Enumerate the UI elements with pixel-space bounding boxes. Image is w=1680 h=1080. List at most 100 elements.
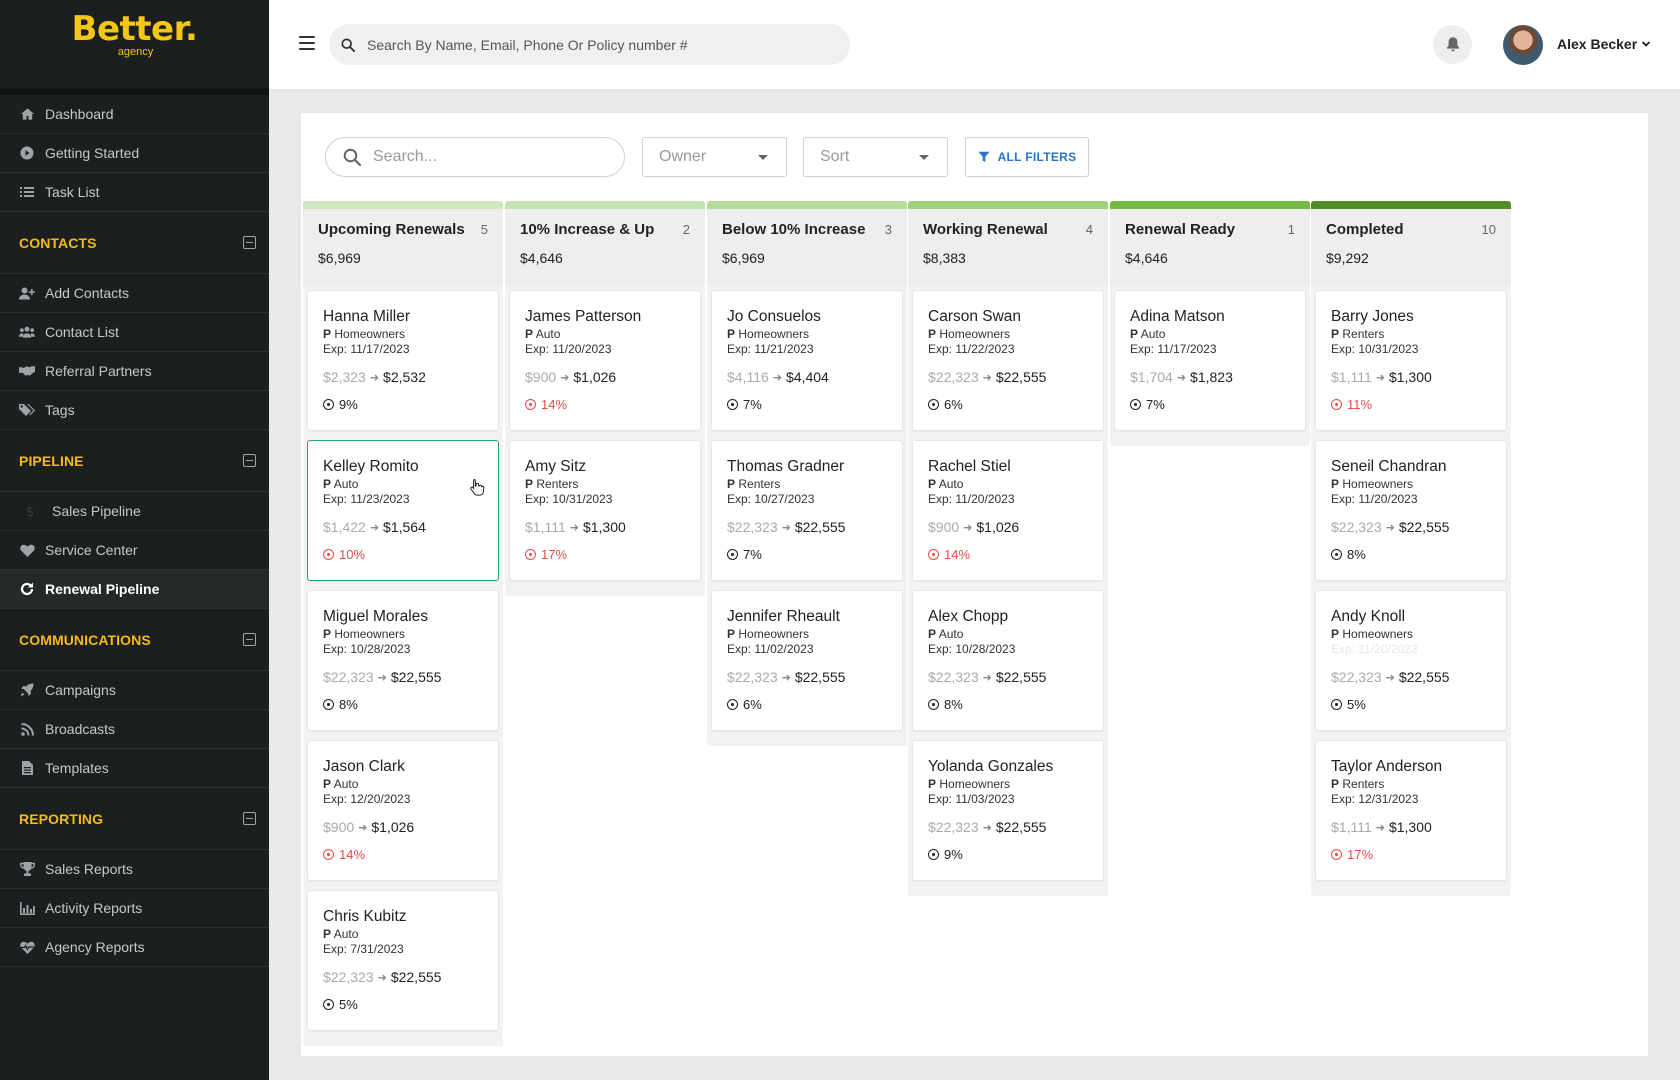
increase-percent: 8% bbox=[323, 697, 483, 712]
increase-percent-value: 17% bbox=[541, 547, 568, 562]
brand-logo[interactable]: Better. agency bbox=[0, 0, 269, 89]
sidebar-item-sales-reports[interactable]: Sales Reports bbox=[0, 850, 269, 889]
section-title: COMMUNICATIONS bbox=[19, 631, 151, 648]
column-header: Below 10% Increase 3 $6,969 bbox=[707, 209, 907, 286]
policy-prefix: P bbox=[525, 477, 534, 491]
policy-type: Homeowners bbox=[939, 777, 1011, 791]
renewal-card[interactable]: Amy Sitz P Renters Exp: 10/31/2023 $1,11… bbox=[509, 440, 701, 581]
policy-line: P Auto bbox=[323, 477, 483, 492]
renewal-card[interactable]: Thomas Gradner P Renters Exp: 10/27/2023… bbox=[711, 440, 903, 581]
sidebar-item-renewal-pipeline[interactable]: Renewal Pipeline bbox=[0, 570, 269, 609]
renewal-card[interactable]: Yolanda Gonzales P Homeowners Exp: 11/03… bbox=[912, 740, 1104, 881]
collapse-icon[interactable] bbox=[243, 633, 256, 646]
renewal-card[interactable]: Adina Matson P Auto Exp: 11/17/2023 $1,7… bbox=[1114, 290, 1306, 431]
new-premium: $1,026 bbox=[573, 369, 617, 385]
policy-line: P Renters bbox=[1331, 777, 1491, 792]
bar-chart-icon bbox=[19, 900, 35, 916]
global-search[interactable] bbox=[329, 24, 850, 65]
sidebar-item-label: Dashboard bbox=[45, 106, 114, 122]
user-menu[interactable]: Alex Becker bbox=[1557, 36, 1651, 52]
sort-dropdown[interactable]: Sort bbox=[803, 137, 948, 177]
renewal-card[interactable]: Barry Jones P Renters Exp: 10/31/2023 $1… bbox=[1315, 290, 1507, 431]
sidebar-item-getting-started[interactable]: Getting Started bbox=[0, 134, 269, 173]
menu-toggle-icon[interactable] bbox=[299, 36, 315, 50]
renewal-card[interactable]: Chris Kubitz P Auto Exp: 7/31/2023 $22,3… bbox=[307, 890, 499, 1031]
sidebar-item-templates[interactable]: Templates bbox=[0, 749, 269, 788]
premium-change: $1,422 ➜ $1,564 bbox=[323, 519, 483, 535]
premium-change: $22,323 ➜ $22,555 bbox=[1331, 519, 1491, 535]
policy-type: Homeowners bbox=[334, 327, 406, 341]
sidebar-item-label: Task List bbox=[45, 184, 100, 200]
increase-percent-value: 14% bbox=[339, 847, 366, 862]
renewal-card[interactable]: Jason Clark P Auto Exp: 12/20/2023 $900 … bbox=[307, 740, 499, 881]
all-filters-button[interactable]: ALL FILTERS bbox=[965, 137, 1089, 177]
renewal-card[interactable]: James Patterson P Auto Exp: 11/20/2023 $… bbox=[509, 290, 701, 431]
old-premium: $22,323 bbox=[323, 969, 374, 985]
collapse-icon[interactable] bbox=[243, 454, 256, 467]
renewal-card[interactable]: Alex Chopp P Auto Exp: 10/28/2023 $22,32… bbox=[912, 590, 1104, 731]
expiration-date: Exp: 10/28/2023 bbox=[323, 642, 411, 656]
hand-pointer-icon bbox=[470, 479, 485, 496]
board-toolbar: Owner Sort ALL FILTERS bbox=[325, 137, 1089, 177]
client-name: Jo Consuelos bbox=[727, 308, 821, 325]
renewal-card[interactable]: Jo Consuelos P Homeowners Exp: 11/21/202… bbox=[711, 290, 903, 431]
sidebar-item-dashboard[interactable]: Dashboard bbox=[0, 95, 269, 134]
expiration-date: Exp: 11/20/2023 bbox=[1331, 642, 1418, 656]
renewal-board: Owner Sort ALL FILTERS Upcoming Renewals… bbox=[301, 113, 1648, 1056]
expiration-date: Exp: 11/22/2023 bbox=[928, 342, 1015, 356]
sidebar-item-broadcasts[interactable]: Broadcasts bbox=[0, 710, 269, 749]
column-count: 2 bbox=[682, 222, 690, 237]
avatar[interactable] bbox=[1503, 25, 1543, 65]
column-total: $4,646 bbox=[520, 250, 563, 266]
heart-icon bbox=[19, 542, 35, 558]
arrow-right-icon: ➜ bbox=[781, 521, 791, 534]
board-search[interactable] bbox=[325, 137, 625, 177]
dot-circle-icon bbox=[525, 399, 536, 410]
dot-circle-icon bbox=[323, 849, 334, 860]
renewal-card[interactable]: Kelley Romito P Auto Exp: 11/23/2023 $1,… bbox=[307, 440, 499, 581]
premium-change: $1,111 ➜ $1,300 bbox=[1331, 819, 1491, 835]
new-premium: $1,823 bbox=[1190, 369, 1233, 385]
owner-dropdown[interactable]: Owner bbox=[642, 137, 787, 177]
sidebar-item-add-contacts[interactable]: Add Contacts bbox=[0, 274, 269, 313]
tags-icon bbox=[19, 402, 35, 418]
increase-percent-value: 5% bbox=[339, 997, 358, 1012]
renewal-card[interactable]: Taylor Anderson P Renters Exp: 12/31/202… bbox=[1315, 740, 1507, 881]
policy-prefix: P bbox=[1331, 477, 1340, 491]
renewal-card[interactable]: Miguel Morales P Homeowners Exp: 10/28/2… bbox=[307, 590, 499, 731]
dollar-icon: $ bbox=[22, 503, 38, 519]
sidebar-item-tags[interactable]: Tags bbox=[0, 391, 269, 430]
global-search-input[interactable] bbox=[367, 36, 807, 53]
sidebar-item-referral-partners[interactable]: Referral Partners bbox=[0, 352, 269, 391]
client-name: Jason Clark bbox=[323, 758, 405, 775]
policy-line: P Auto bbox=[928, 477, 1088, 492]
increase-percent-value: 6% bbox=[944, 397, 963, 412]
sidebar-item-contact-list[interactable]: Contact List bbox=[0, 313, 269, 352]
collapse-icon[interactable] bbox=[243, 236, 256, 249]
sidebar-item-agency-reports[interactable]: Agency Reports bbox=[0, 928, 269, 967]
sidebar-item-campaigns[interactable]: Campaigns bbox=[0, 671, 269, 710]
sidebar-item-service-center[interactable]: Service Center bbox=[0, 531, 269, 570]
renewal-card[interactable]: Carson Swan P Homeowners Exp: 11/22/2023… bbox=[912, 290, 1104, 431]
renewal-card[interactable]: Seneil Chandran P Homeowners Exp: 11/20/… bbox=[1315, 440, 1507, 581]
increase-percent-value: 6% bbox=[743, 697, 762, 712]
sidebar-item-activity-reports[interactable]: Activity Reports bbox=[0, 889, 269, 928]
client-name: Jennifer Rheault bbox=[727, 608, 840, 625]
renewal-card[interactable]: Hanna Miller P Homeowners Exp: 11/17/202… bbox=[307, 290, 499, 431]
sidebar-item-sales-pipeline[interactable]: $ Sales Pipeline bbox=[0, 492, 269, 531]
increase-percent-value: 7% bbox=[743, 397, 762, 412]
client-name: Adina Matson bbox=[1130, 308, 1225, 325]
collapse-icon[interactable] bbox=[243, 812, 256, 825]
pipeline-column-completed: Completed 10 $9,292 Barry Jones P Renter… bbox=[1311, 201, 1511, 896]
new-premium: $4,404 bbox=[786, 369, 829, 385]
renewal-card[interactable]: Jennifer Rheault P Homeowners Exp: 11/02… bbox=[711, 590, 903, 731]
old-premium: $22,323 bbox=[928, 369, 979, 385]
renewal-card[interactable]: Andy Knoll P Homeowners Exp: 11/20/2023 … bbox=[1315, 590, 1507, 731]
arrow-right-icon: ➜ bbox=[1375, 821, 1385, 834]
premium-change: $22,323 ➜ $22,555 bbox=[727, 519, 887, 535]
board-search-input[interactable] bbox=[373, 148, 593, 166]
notifications-button[interactable] bbox=[1433, 25, 1472, 64]
sidebar-item-task-list[interactable]: Task List bbox=[0, 173, 269, 212]
policy-prefix: P bbox=[928, 477, 937, 491]
renewal-card[interactable]: Rachel Stiel P Auto Exp: 11/20/2023 $900… bbox=[912, 440, 1104, 581]
